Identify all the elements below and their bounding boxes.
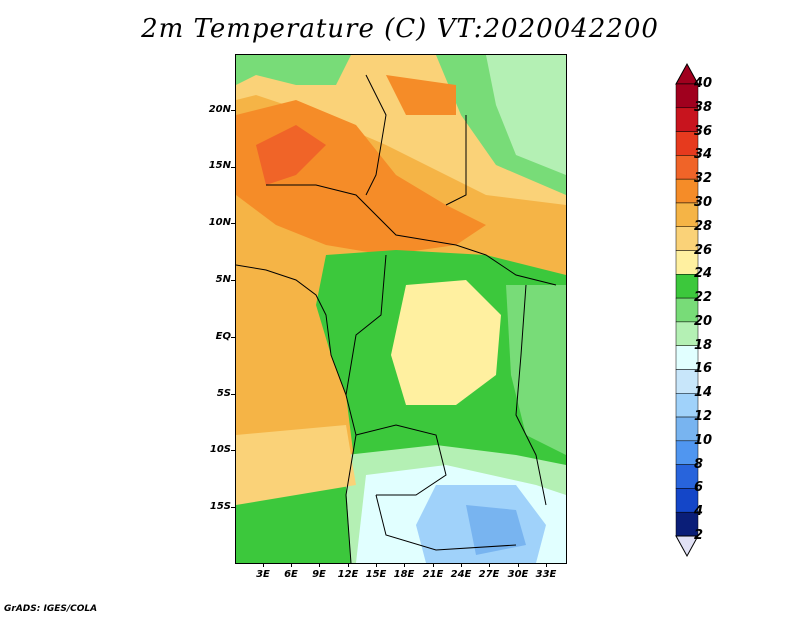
latitude-tick xyxy=(231,450,235,451)
map-title: 2m Temperature (C) VT:2020042200 xyxy=(141,14,659,44)
colorbar xyxy=(675,62,699,558)
colorbar-level-label: 22 xyxy=(694,290,713,306)
longitude-tick xyxy=(263,563,264,567)
congo-basin-warm xyxy=(391,280,501,405)
country-border xyxy=(515,284,547,506)
longitude-tick xyxy=(489,563,490,567)
longitude-label: 12E xyxy=(337,569,359,580)
colorbar-level-label: 26 xyxy=(694,242,713,258)
colorbar-level-label: 10 xyxy=(694,432,713,448)
longitude-label: 3E xyxy=(256,569,270,580)
longitude-label: 33E xyxy=(535,569,557,580)
latitude-tick xyxy=(231,280,235,281)
longitude-tick xyxy=(518,563,519,567)
longitude-label: 9E xyxy=(312,569,326,580)
longitude-tick xyxy=(404,563,405,567)
country-border xyxy=(365,74,387,196)
coastline xyxy=(236,264,357,563)
longitude-label: 24E xyxy=(450,569,472,580)
colorbar-level-label: 34 xyxy=(694,147,713,163)
longitude-label: 30E xyxy=(507,569,529,580)
northeast-light-zone xyxy=(486,55,566,175)
latitude-tick xyxy=(231,507,235,508)
latitude-label: 5S xyxy=(216,388,231,399)
colorbar-under-arrow xyxy=(675,535,699,558)
longitude-tick xyxy=(348,563,349,567)
northwest-green-zone xyxy=(236,55,351,85)
colorbar-level-label: 32 xyxy=(694,171,713,187)
colorbar-level-label: 16 xyxy=(694,361,713,377)
longitude-tick xyxy=(291,563,292,567)
longitude-label: 21E xyxy=(422,569,444,580)
longitude-label: 6E xyxy=(284,569,298,580)
colorbar-level-label: 40 xyxy=(694,76,713,91)
latitude-tick xyxy=(231,167,235,168)
colorbar-level-label: 30 xyxy=(694,194,713,210)
southwest-ocean-green xyxy=(236,485,351,563)
hot-spot xyxy=(256,125,326,185)
longitude-label: 18E xyxy=(393,569,415,580)
longitude-label: 15E xyxy=(365,569,387,580)
north-warm-patch xyxy=(386,75,456,115)
latitude-tick xyxy=(231,337,235,338)
east-green-zone xyxy=(236,55,566,195)
longitude-tick xyxy=(461,563,462,567)
country-border xyxy=(445,115,467,206)
latitude-label: 5N xyxy=(215,274,231,285)
colorbar-level-label: 8 xyxy=(694,456,704,472)
colorbar-level-label: 36 xyxy=(694,123,713,139)
credit-text: GrADS: IGES/COLA xyxy=(4,604,98,614)
longitude-label: 27E xyxy=(478,569,500,580)
colorbar-level-label: 2 xyxy=(694,528,704,543)
latitude-label: 15N xyxy=(208,160,231,171)
temperature-map xyxy=(235,54,567,564)
colorbar-level-label: 18 xyxy=(694,337,713,353)
country-border xyxy=(266,184,557,286)
latitude-tick xyxy=(231,394,235,395)
longitude-tick xyxy=(376,563,377,567)
longitude-tick xyxy=(433,563,434,567)
country-border xyxy=(355,424,447,496)
colorbar-level-label: 4 xyxy=(694,504,704,520)
latitude-label: 10S xyxy=(209,444,231,455)
latitude-label: 15S xyxy=(209,501,231,512)
longitude-tick xyxy=(319,563,320,567)
east-highlands xyxy=(506,285,566,455)
colorbar-level-label: 6 xyxy=(694,480,704,496)
colorbar-level-label: 38 xyxy=(694,99,713,115)
southwest-ocean-yellow xyxy=(236,425,356,505)
temperature-field xyxy=(236,55,566,563)
longitude-tick xyxy=(546,563,547,567)
country-border xyxy=(345,254,387,396)
colorbar-level-label: 12 xyxy=(694,409,713,425)
latitude-tick xyxy=(231,110,235,111)
colorbar-level-label: 28 xyxy=(694,218,713,234)
country-border xyxy=(375,494,517,551)
latitude-label: 20N xyxy=(208,104,231,115)
colorbar-level-label: 24 xyxy=(694,266,713,282)
latitude-label: 10N xyxy=(208,217,231,228)
latitude-tick xyxy=(231,223,235,224)
latitude-label: EQ xyxy=(215,331,231,342)
southern-colder-zone xyxy=(466,505,526,555)
colorbar-level-label: 20 xyxy=(694,313,713,329)
colorbar-level-label: 14 xyxy=(694,385,713,401)
